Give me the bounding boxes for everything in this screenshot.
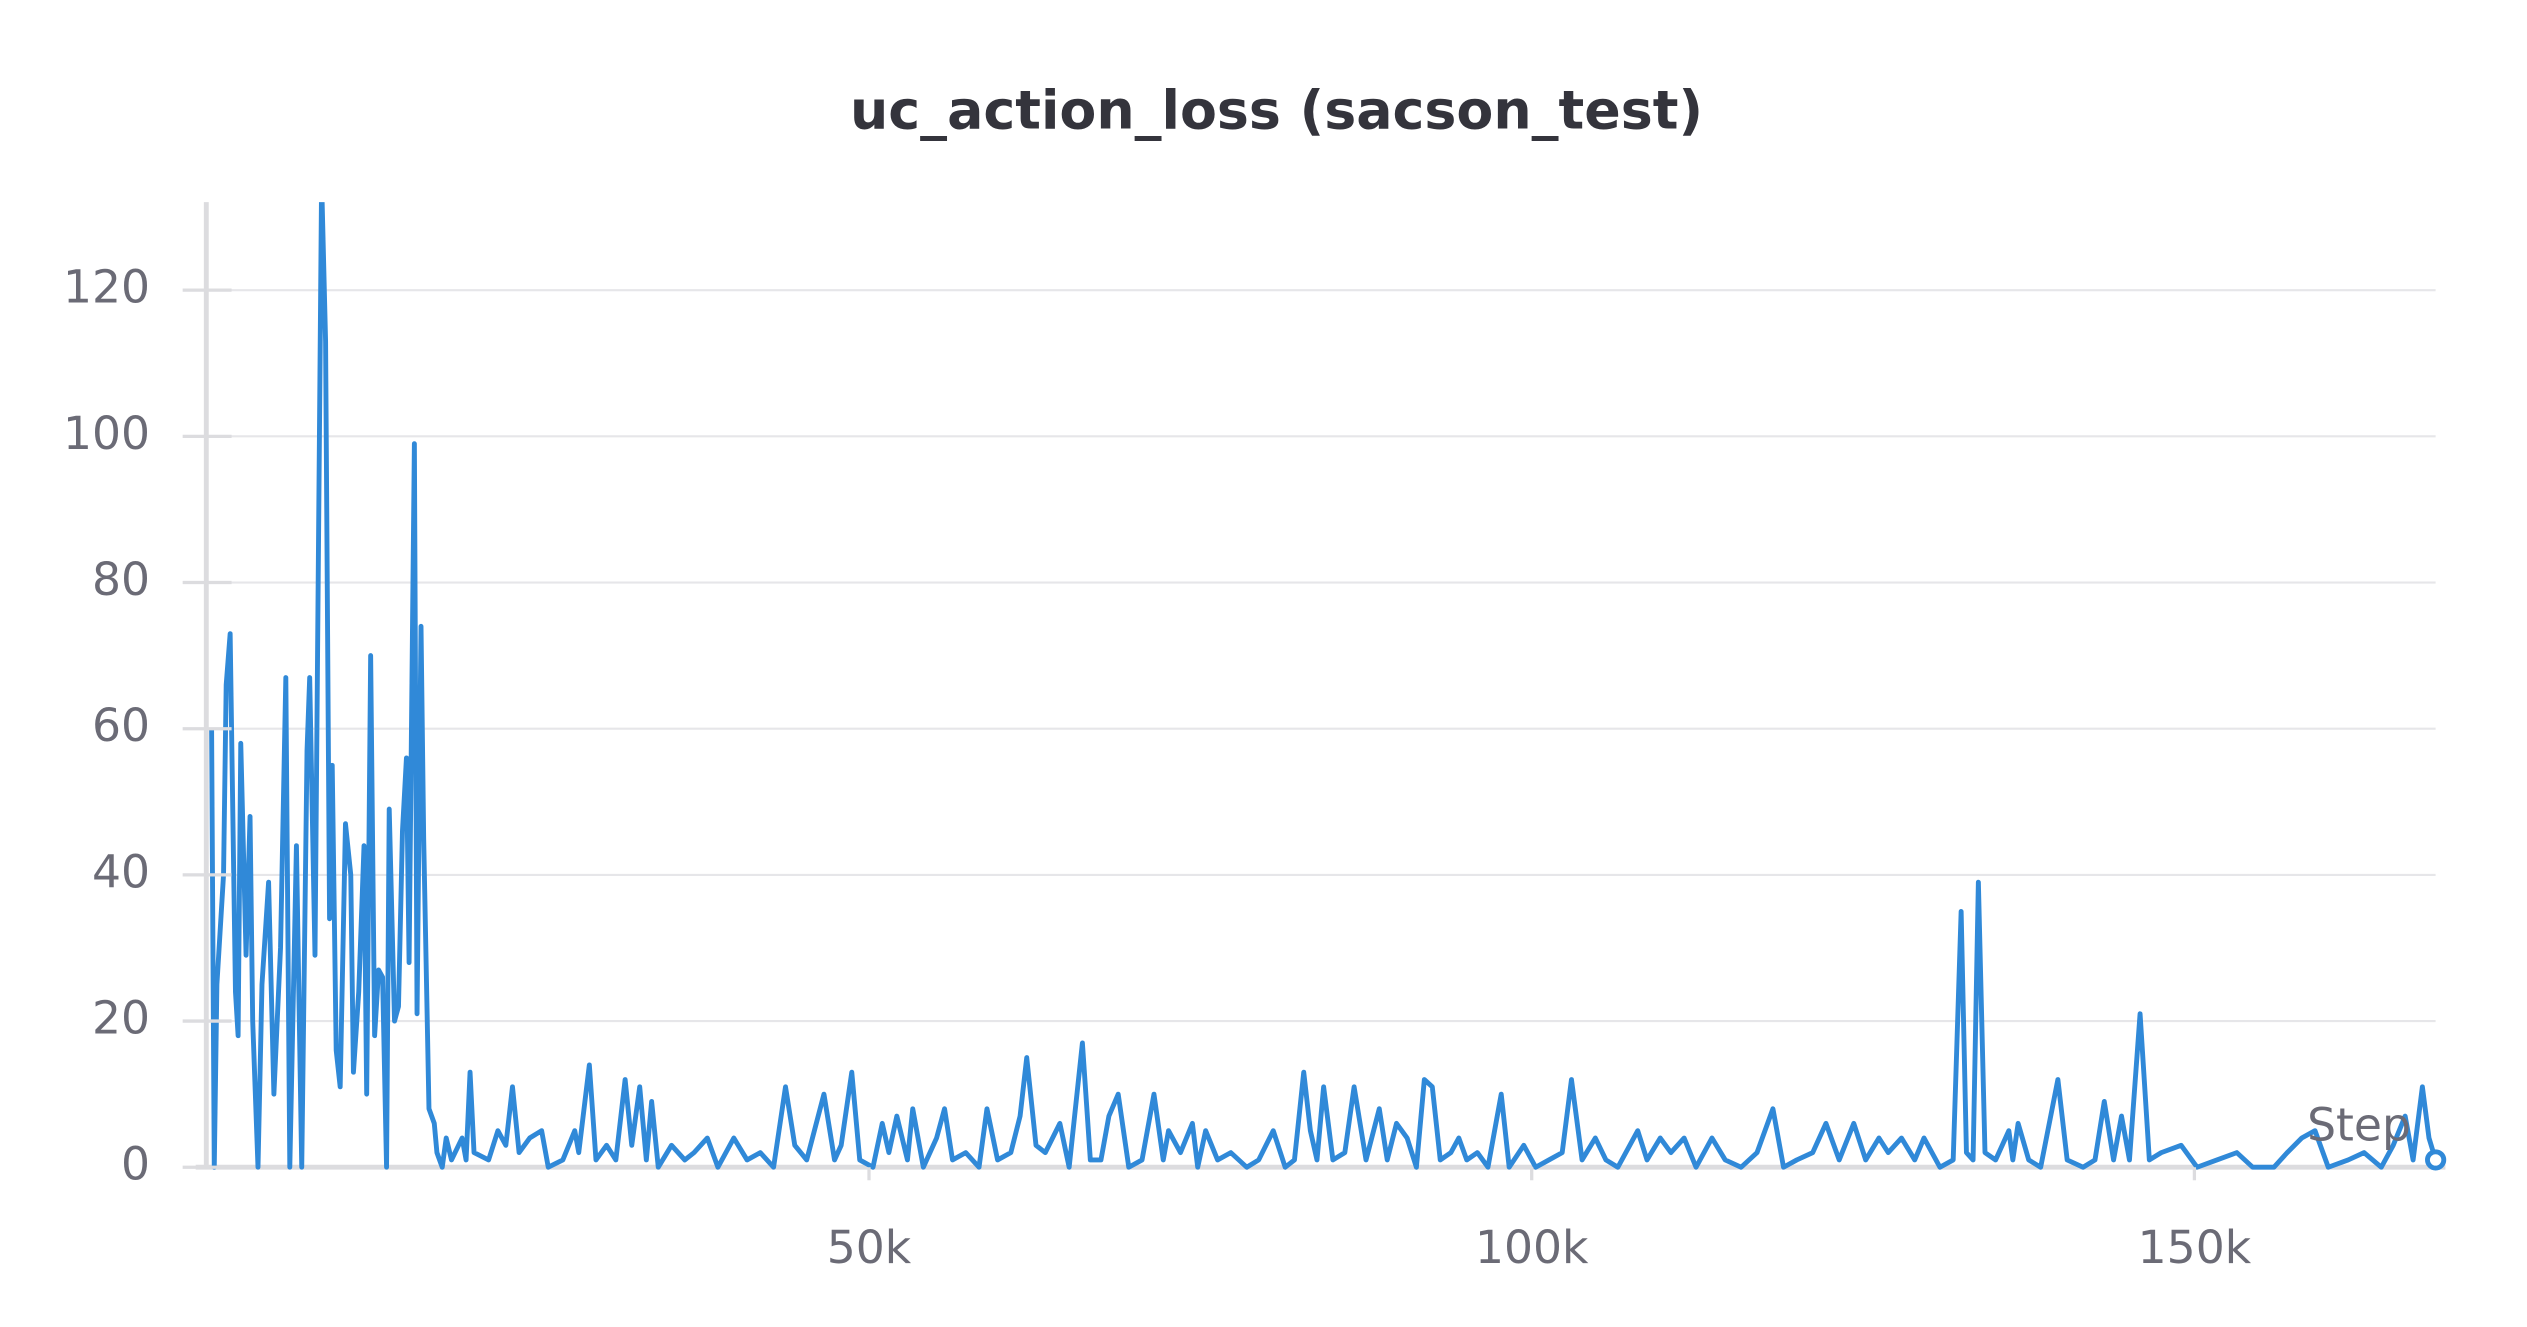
end-point bbox=[2425, 1149, 2447, 1171]
y-tick-label: 0 bbox=[121, 1138, 150, 1191]
chart-title: uc_action_loss (sacson_test) bbox=[850, 79, 1703, 142]
x-tick-label: 50k bbox=[827, 1221, 912, 1274]
y-tick-label: 40 bbox=[92, 845, 150, 898]
y-tick-label: 80 bbox=[92, 553, 150, 606]
x-tick-label: 100k bbox=[1475, 1221, 1589, 1274]
y-tick-label: 120 bbox=[63, 261, 150, 314]
y-tick-label: 100 bbox=[63, 407, 150, 460]
y-tick-label: 60 bbox=[92, 699, 150, 752]
y-tick-label: 20 bbox=[92, 992, 150, 1045]
data-line bbox=[209, 202, 2438, 1170]
x-tick-label: 150k bbox=[2138, 1221, 2252, 1274]
x-axis-label: Step bbox=[2307, 1099, 2411, 1152]
